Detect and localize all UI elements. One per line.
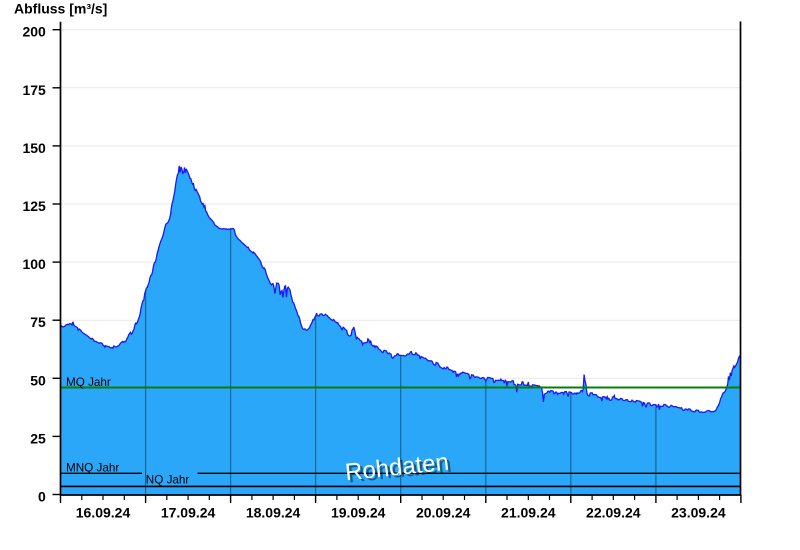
svg-text:21.09.24: 21.09.24 [501, 505, 556, 521]
svg-text:MNQ Jahr: MNQ Jahr [66, 462, 119, 475]
svg-text:100: 100 [22, 256, 46, 272]
svg-text:23.09.24: 23.09.24 [671, 505, 726, 521]
svg-text:MQ Jahr: MQ Jahr [66, 376, 111, 389]
svg-text:16.09.24: 16.09.24 [76, 505, 131, 521]
svg-text:125: 125 [22, 198, 46, 214]
svg-text:22.09.24: 22.09.24 [586, 505, 641, 521]
svg-text:200: 200 [22, 24, 46, 40]
svg-text:19.09.24: 19.09.24 [331, 505, 386, 521]
svg-text:NQ Jahr: NQ Jahr [146, 474, 190, 487]
svg-text:150: 150 [22, 140, 46, 156]
svg-text:0: 0 [38, 489, 46, 505]
svg-text:Abfluss [m³/s]: Abfluss [m³/s] [14, 0, 107, 16]
svg-text:18.09.24: 18.09.24 [246, 505, 301, 521]
svg-text:20.09.24: 20.09.24 [416, 505, 471, 521]
svg-text:75: 75 [30, 314, 46, 330]
svg-text:175: 175 [22, 82, 46, 98]
svg-text:50: 50 [30, 372, 46, 388]
svg-text:25: 25 [30, 430, 46, 446]
svg-text:17.09.24: 17.09.24 [161, 505, 216, 521]
